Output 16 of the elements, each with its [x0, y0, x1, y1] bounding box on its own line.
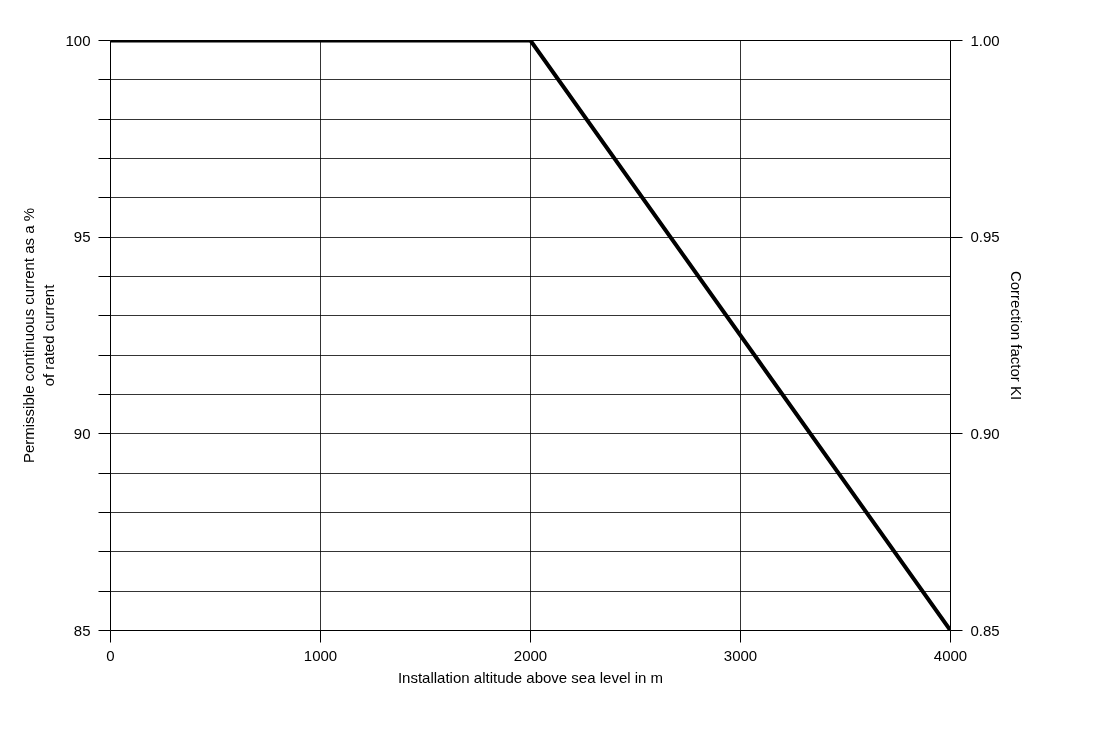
y-axis-title: Permissible continuous current as a % of rated current — [20, 207, 58, 464]
y-tick-label: 85 — [73, 621, 91, 639]
x-axis-title: Installation altitude above sea level in m — [397, 668, 664, 686]
y2-tick-label: 0.85 — [970, 621, 1000, 639]
y-tick-label: 100 — [65, 31, 91, 49]
x-tick-label: 3000 — [723, 646, 758, 664]
x-tick-label: 1000 — [303, 646, 338, 664]
y2-axis-title: Correction factor KI — [1007, 270, 1025, 401]
y2-tick-label: 0.90 — [970, 424, 1000, 442]
y2-tick-label: 0.95 — [970, 228, 1000, 246]
y-tick-label: 90 — [73, 424, 91, 442]
x-tick-label: 4000 — [933, 646, 968, 664]
x-tick-label: 2000 — [513, 646, 548, 664]
y-tick-label: 95 — [73, 228, 91, 246]
x-tick-label: 0 — [106, 646, 115, 664]
y2-tick-label: 1.00 — [970, 31, 1000, 49]
